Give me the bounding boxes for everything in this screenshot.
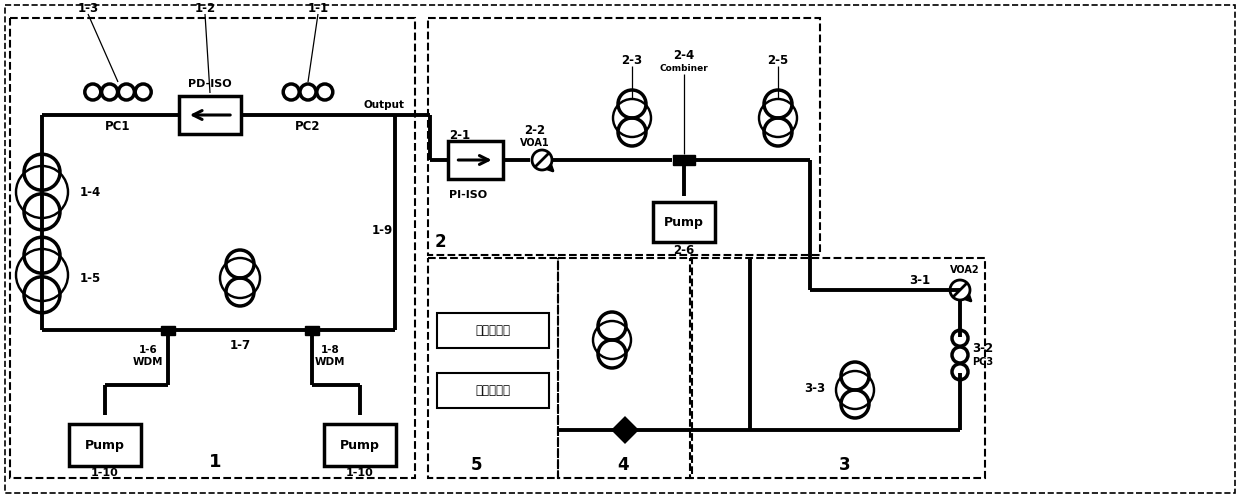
Text: WDM: WDM (133, 357, 164, 367)
Bar (436, 313, 549, 348)
Text: 1-8: 1-8 (321, 345, 340, 355)
Bar (10, 18, 415, 478)
Bar (673, 155, 694, 165)
Bar (558, 258, 692, 478)
Text: Output: Output (365, 100, 405, 110)
Text: PD-ISO: PD-ISO (188, 79, 232, 89)
Text: 1: 1 (208, 453, 221, 471)
Text: WDM: WDM (315, 357, 345, 367)
Bar (448, 141, 502, 179)
Text: PC3: PC3 (972, 357, 993, 367)
Bar (161, 326, 175, 335)
Text: 3-1: 3-1 (909, 273, 930, 286)
Bar (653, 202, 715, 242)
Text: 2-6: 2-6 (673, 244, 694, 256)
Bar (689, 258, 985, 478)
Bar (305, 326, 319, 335)
Text: 2-5: 2-5 (768, 53, 789, 67)
Text: Pump: Pump (86, 439, 125, 452)
Text: 4: 4 (618, 456, 629, 474)
Text: 2-3: 2-3 (621, 53, 642, 67)
Text: 1-10: 1-10 (91, 468, 119, 478)
Text: Pump: Pump (665, 216, 704, 229)
Text: 1-4: 1-4 (81, 185, 102, 199)
Text: 红外光谱仪: 红外光谱仪 (475, 383, 511, 396)
Text: 红外功率计: 红外功率计 (475, 324, 511, 337)
Bar (324, 424, 396, 466)
Text: VOA1: VOA1 (521, 138, 549, 148)
Text: PI-ISO: PI-ISO (449, 190, 487, 200)
Text: 1-9: 1-9 (371, 224, 393, 237)
Text: VOA2: VOA2 (950, 265, 980, 275)
Text: 1-6: 1-6 (139, 345, 157, 355)
Text: 2-4: 2-4 (673, 48, 694, 61)
Text: 3-2: 3-2 (972, 342, 993, 355)
Text: PC1: PC1 (105, 120, 130, 132)
Text: Combiner: Combiner (660, 64, 708, 73)
Text: 2-1: 2-1 (449, 128, 470, 141)
Text: 1-10: 1-10 (346, 468, 374, 478)
Text: 1-5: 1-5 (81, 271, 102, 284)
Bar (428, 258, 558, 478)
Bar (436, 373, 549, 407)
Text: 1-2: 1-2 (195, 1, 216, 14)
Text: 5: 5 (470, 456, 482, 474)
Text: 1-3: 1-3 (77, 1, 98, 14)
Text: 3: 3 (839, 456, 851, 474)
Text: 2-2: 2-2 (525, 124, 546, 136)
Text: 3-3: 3-3 (804, 381, 825, 394)
Text: 2: 2 (434, 233, 446, 251)
Polygon shape (613, 418, 637, 442)
Text: 1-7: 1-7 (229, 339, 250, 352)
Bar (428, 18, 820, 255)
Text: Pump: Pump (340, 439, 379, 452)
Bar (179, 96, 241, 134)
Text: 1-1: 1-1 (308, 1, 329, 14)
Text: PC2: PC2 (295, 120, 321, 132)
Bar (69, 424, 141, 466)
